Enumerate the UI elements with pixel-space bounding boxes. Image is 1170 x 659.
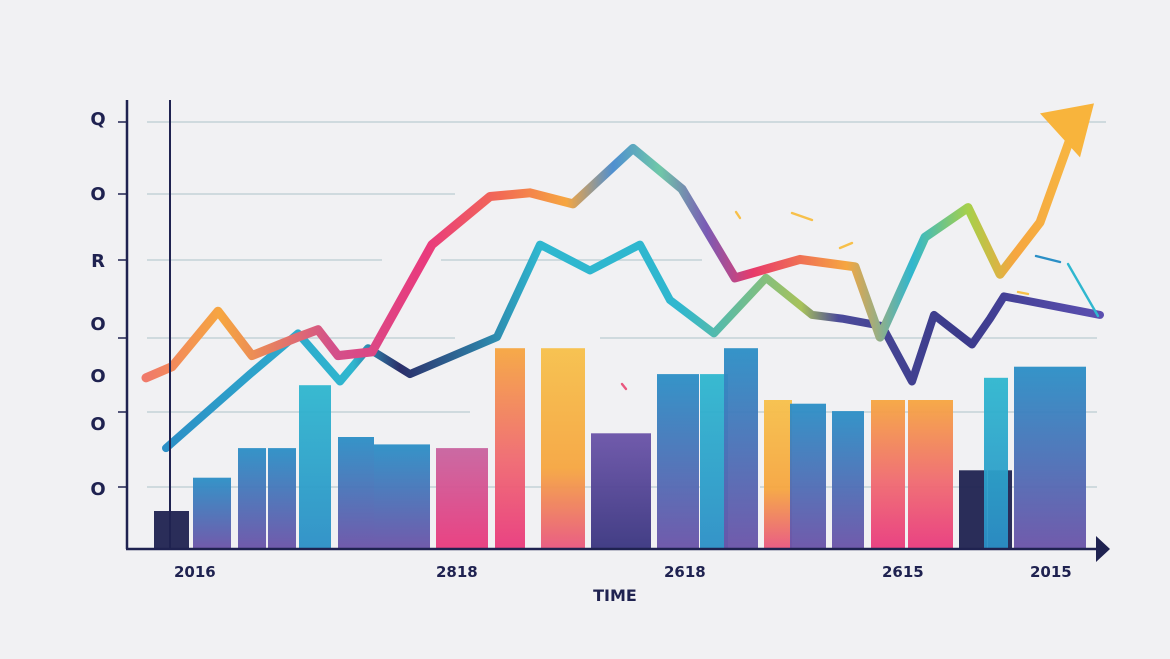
x-tick-label: 2016 [174, 563, 216, 581]
y-tick-label: O [90, 414, 106, 435]
y-tick-label: O [90, 479, 106, 500]
confetti-mark [790, 211, 814, 222]
bar [724, 348, 758, 548]
bar [238, 448, 266, 548]
confetti-mark [620, 382, 628, 391]
confetti-mark [1066, 262, 1100, 318]
y-tick-label: R [91, 251, 105, 272]
bar [495, 348, 525, 548]
bar [657, 374, 699, 548]
y-tick-label: O [90, 184, 106, 205]
bar [984, 377, 1008, 548]
bar [299, 385, 331, 548]
bar [790, 403, 826, 548]
x-tick-label: 2818 [436, 563, 478, 581]
x-tick-label: 2615 [882, 563, 924, 581]
bar [908, 400, 953, 548]
confetti-mark [734, 210, 742, 220]
confetti-mark [838, 241, 854, 250]
bar [541, 348, 585, 548]
bar [193, 477, 231, 548]
bar [871, 400, 905, 548]
bar [436, 448, 488, 548]
bar [700, 374, 728, 548]
bar [154, 511, 189, 548]
y-tick-label: Q [90, 109, 106, 130]
bar [1044, 366, 1086, 548]
x-axis-arrow-icon [1096, 536, 1110, 562]
y-tick-label: O [90, 314, 106, 335]
x-tick-label: 2015 [1030, 563, 1072, 581]
series-line-2 [162, 240, 1104, 453]
bar [268, 448, 296, 548]
bar [374, 444, 430, 548]
trend-arrowhead [1040, 103, 1094, 158]
confetti-mark [1034, 254, 1062, 264]
bar [338, 437, 374, 548]
x-axis-title: TIME [593, 586, 637, 605]
bar [764, 400, 792, 548]
y-tick-label: O [90, 366, 106, 387]
bar [959, 470, 987, 548]
bar [1014, 366, 1044, 548]
x-tick-label: 2618 [664, 563, 706, 581]
series-line-1 [141, 106, 1085, 383]
confetti-mark [1016, 290, 1030, 296]
bar [832, 411, 864, 548]
bar [591, 433, 651, 548]
